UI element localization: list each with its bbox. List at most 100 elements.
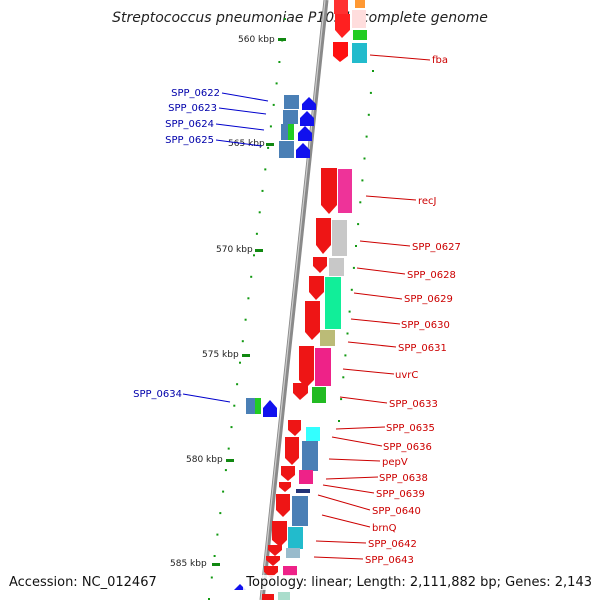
- scale-dot: [269, 125, 272, 128]
- gene-arrow-SPP_0623[interactable]: [300, 111, 314, 126]
- scale-dot: [247, 297, 250, 300]
- gene-label-SPP_0624[interactable]: SPP_0624: [165, 119, 214, 130]
- gene-label-fba[interactable]: fba: [432, 55, 448, 66]
- gene-label-brnQ[interactable]: brnQ: [372, 523, 397, 534]
- scale-dot: [272, 103, 275, 106]
- gene-block[interactable]: [349, 43, 352, 63]
- gene-arrow-fba[interactable]: [333, 42, 348, 62]
- gene-arrow-brnQ[interactable]: [272, 521, 287, 547]
- gene-block-SPP_0628[interactable]: [329, 258, 344, 276]
- scale-dot: [261, 189, 264, 192]
- leader-SPP_0628: [356, 267, 406, 275]
- gene-arrow-recJ[interactable]: [321, 168, 337, 214]
- scale-dot: [233, 404, 236, 407]
- gene-block[interactable]: [262, 594, 274, 600]
- gene-label-SPP_0633[interactable]: SPP_0633: [389, 399, 438, 410]
- scale-dot: [357, 223, 360, 226]
- gene-label-SPP_0640[interactable]: SPP_0640: [372, 506, 421, 517]
- gene-arrow-SPP_0638[interactable]: [279, 482, 291, 492]
- gene-arrow-SPP_0642[interactable]: [268, 545, 282, 556]
- gene-arrow-SPP_0634[interactable]: [263, 400, 277, 417]
- gene-block-SPP_0623[interactable]: [283, 110, 298, 124]
- leader-SPP_0636: [331, 436, 383, 447]
- gene-block-fba[interactable]: [351, 43, 367, 63]
- gene-label-SPP_0630[interactable]: SPP_0630: [401, 320, 450, 331]
- gene-block-SPP_0627[interactable]: [332, 220, 347, 256]
- gene-block-SPP_0624-b[interactable]: [288, 124, 294, 140]
- gene-label-SPP_0634[interactable]: SPP_0634: [133, 389, 182, 400]
- gene-label-SPP_0638[interactable]: SPP_0638: [379, 473, 428, 484]
- gene-arrow-SPP_0624[interactable]: [298, 126, 312, 141]
- gene-arrow-SPP_0630[interactable]: [305, 301, 320, 340]
- gene-label-SPP_0625[interactable]: SPP_0625: [165, 135, 214, 146]
- gene-arrow-SPP_0627[interactable]: [316, 218, 331, 254]
- scale-dot: [275, 82, 278, 85]
- gene-block-SPP_0624[interactable]: [281, 124, 289, 140]
- gene-block-recJ[interactable]: [338, 169, 352, 213]
- scale-dot: [369, 91, 372, 94]
- gene-block-SPP_0634-b[interactable]: [255, 398, 261, 414]
- leader-SPP_0634: [182, 393, 231, 403]
- gene-arrow-SPP_0628[interactable]: [313, 257, 327, 273]
- kbp-label-585: 585 kbp: [170, 559, 207, 569]
- gene-block-SPP_0629[interactable]: [325, 277, 341, 329]
- leader-SPP_0635: [335, 426, 386, 430]
- gene-label-SPP_0643[interactable]: SPP_0643: [365, 555, 414, 566]
- gene-label-SPP_0635[interactable]: SPP_0635: [386, 423, 435, 434]
- gene-block[interactable]: [286, 548, 300, 558]
- gene-label-SPP_0636[interactable]: SPP_0636: [383, 442, 432, 453]
- gene-block-SPP_0633[interactable]: [312, 387, 326, 403]
- gene-label-SPP_0622[interactable]: SPP_0622: [171, 88, 220, 99]
- gene-arrow[interactable]: [335, 14, 350, 38]
- gene-block[interactable]: [334, 0, 348, 14]
- gene-block-SPP_0642[interactable]: [288, 527, 303, 549]
- gene-arrow-SPP_0643[interactable]: [266, 556, 280, 566]
- gene-arrow-SPP_0629[interactable]: [309, 276, 324, 300]
- gene-block-uvrC[interactable]: [315, 348, 331, 386]
- gene-block-SPP_0640[interactable]: [292, 496, 308, 526]
- gene-arrow-SPP_0633[interactable]: [293, 383, 308, 400]
- scale-dot: [350, 288, 353, 291]
- scale-dot: [239, 361, 241, 364]
- gene-block-SPP_0634[interactable]: [246, 398, 256, 414]
- leader-SPP_0627[interactable]: [359, 240, 411, 247]
- gene-arrow-SPP_0625[interactable]: [296, 143, 310, 158]
- gene-arrow-SPP_0622[interactable]: [302, 97, 316, 110]
- gene-block[interactable]: [352, 10, 366, 28]
- scale-dot: [340, 398, 343, 401]
- gene-block[interactable]: [355, 0, 365, 8]
- gene-block-SPP_0638[interactable]: [299, 470, 313, 484]
- gene-arrow-SPP_0635[interactable]: [288, 420, 301, 436]
- kbp-tick-575: [242, 354, 250, 357]
- gene-arrow[interactable]: [234, 584, 246, 590]
- gene-arrow-SPP_0640[interactable]: [276, 494, 290, 517]
- leader-SPP_0638: [325, 476, 379, 480]
- gene-arrow-SPP_0636[interactable]: [285, 437, 299, 465]
- gene-block[interactable]: [278, 592, 290, 600]
- gene-block-SPP_0635[interactable]: [306, 427, 320, 441]
- scale-dot: [355, 245, 357, 247]
- scale-dot: [253, 254, 255, 257]
- genome-info-text: Topology: linear; Length: 2,111,882 bp; …: [243, 575, 592, 590]
- gene-block[interactable]: [353, 30, 367, 40]
- gene-label-SPP_0642[interactable]: SPP_0642: [368, 539, 417, 550]
- gene-label-SPP_0639[interactable]: SPP_0639: [376, 489, 425, 500]
- gene-arrow-pepV[interactable]: [281, 466, 295, 481]
- gene-label-SPP_0631[interactable]: SPP_0631: [398, 343, 447, 354]
- gene-label-SPP_0628[interactable]: SPP_0628: [407, 270, 456, 281]
- gene-label-SPP_0627[interactable]: SPP_0627: [412, 242, 461, 253]
- gene-label-pepV[interactable]: pepV: [382, 457, 408, 468]
- gene-block-SPP_0631[interactable]: [320, 330, 335, 346]
- scale-dot: [361, 179, 364, 182]
- gene-block-SPP_0636[interactable]: [302, 441, 318, 471]
- gene-label-SPP_0623[interactable]: SPP_0623: [168, 103, 217, 114]
- gene-label-SPP_0629[interactable]: SPP_0629: [404, 294, 453, 305]
- gene-block-SPP_0639[interactable]: [296, 489, 310, 493]
- gene-block-SPP_0622[interactable]: [284, 95, 299, 109]
- gene-arrow-uvrC[interactable]: [299, 346, 314, 388]
- gene-label-recJ[interactable]: recJ: [418, 196, 437, 207]
- gene-block-SPP_0643[interactable]: [283, 566, 297, 576]
- gene-label-uvrC[interactable]: uvrC: [395, 370, 418, 381]
- gene-block-SPP_0625[interactable]: [279, 141, 294, 158]
- scale-dot: [348, 310, 351, 313]
